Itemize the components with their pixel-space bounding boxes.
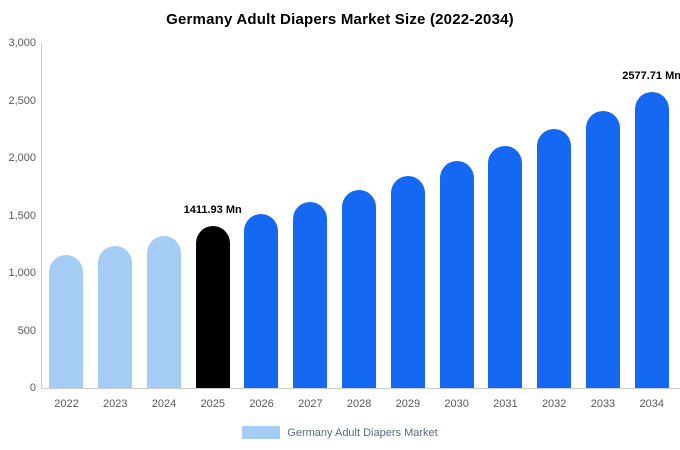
x-axis-label: 2028 — [346, 398, 372, 410]
y-axis-label: 500 — [17, 324, 36, 337]
bar-2030 — [439, 161, 474, 388]
x-axis-label: 2034 — [639, 398, 664, 410]
y-axis-label: 3,000 — [8, 37, 36, 49]
x-axis-label: 2023 — [103, 398, 128, 410]
legend-label: Germany Adult Diapers Market — [287, 426, 438, 439]
chart-legend: Germany Adult Diapers Market — [0, 426, 680, 439]
x-axis-label: 2032 — [541, 398, 567, 410]
bar-value-label: 2577.71 Mn — [622, 69, 680, 82]
y-axis-label: 2,000 — [8, 152, 36, 164]
bar-2025 — [195, 225, 230, 388]
bar-value-label: 1411.93 Mn — [183, 203, 242, 216]
chart-title: Germany Adult Diapers Market Size (2022-… — [166, 11, 514, 28]
x-axis-label: 2031 — [493, 398, 518, 410]
bar-2033 — [585, 110, 620, 388]
y-axis-label: 2,500 — [8, 94, 36, 107]
x-axis-label: 2022 — [54, 398, 79, 410]
bar-2026 — [244, 214, 279, 388]
bar-2029 — [390, 175, 425, 388]
y-axis-label: 0 — [29, 382, 36, 394]
bar-2024 — [146, 236, 181, 388]
bar-2027 — [293, 202, 328, 388]
y-axis-label: 1,000 — [8, 267, 36, 279]
x-axis-label: 2025 — [200, 398, 226, 410]
x-axis-label: 2030 — [444, 398, 469, 410]
y-axis-label: 1,500 — [8, 209, 36, 222]
bar-2028 — [342, 189, 376, 388]
legend-swatch — [242, 426, 281, 439]
bar-2032 — [537, 128, 572, 388]
x-axis-label: 2029 — [395, 398, 421, 410]
bar-2023 — [98, 245, 133, 388]
x-axis-line — [41, 388, 680, 389]
bar-2034 — [634, 91, 669, 388]
y-axis-line — [41, 43, 42, 388]
x-axis-label: 2033 — [590, 398, 616, 410]
bar-2022 — [49, 255, 84, 388]
x-axis-label: 2026 — [249, 398, 274, 410]
bar-2031 — [488, 145, 523, 388]
x-axis-label: 2027 — [298, 398, 323, 410]
x-axis-label: 2024 — [151, 398, 177, 410]
